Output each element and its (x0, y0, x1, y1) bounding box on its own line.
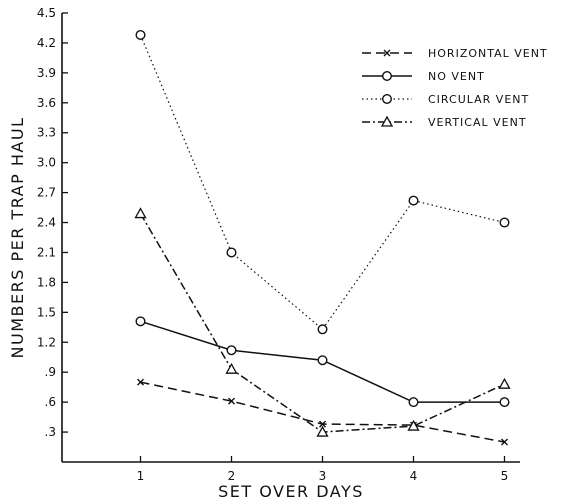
y-tick-label: 1.5 (37, 305, 56, 319)
data-point (228, 397, 235, 405)
axes: .3 .6 .9 1.2 1.5 1.8 2.1 2.4 2.7 3.0 3.3 3.6 3.9 4.2 4… (37, 6, 520, 483)
legend-marker (380, 115, 394, 127)
data-point (225, 362, 238, 374)
series-circular-vent (135, 29, 510, 335)
series-line (139, 213, 505, 433)
x-axis-title: SET OVER DAYS (218, 482, 364, 501)
y-tick-label: .9 (45, 365, 56, 379)
y-tick-label: .6 (45, 395, 56, 409)
legend-marker (382, 70, 393, 81)
y-tick-label: 4.2 (37, 36, 56, 50)
data-point (319, 420, 326, 428)
data-point (135, 29, 146, 40)
y-axis-title: NUMBERS PER TRAP HAUL (8, 117, 27, 359)
x-tick-label: 1 (137, 469, 145, 483)
y-tick-label: .3 (45, 425, 56, 439)
series-vertical-vent (134, 207, 511, 437)
legend: HORIZONTAL VENT NO VENT CIRCULAR VENT VERTI… (362, 47, 548, 129)
data-point (499, 397, 510, 408)
data-point (501, 438, 508, 446)
x-tick-label: 2 (228, 469, 236, 483)
data-point (317, 324, 328, 335)
data-point (316, 425, 329, 437)
data-point (226, 247, 237, 258)
data-point (134, 207, 147, 219)
series-no-vent (135, 316, 510, 408)
x-tick-label: 5 (501, 469, 509, 483)
y-tick-label: 3.9 (37, 66, 56, 80)
y-tick-label: 1.2 (37, 335, 56, 349)
series-layer (134, 29, 511, 446)
legend-label: CIRCULAR VENT (428, 93, 529, 106)
y-tick-label: 2.1 (37, 245, 56, 259)
data-point (408, 397, 419, 408)
legend-marker (382, 93, 393, 104)
data-point (137, 378, 144, 386)
data-point (408, 195, 419, 206)
y-tick-label: 1.8 (37, 275, 56, 289)
y-tick-label: 2.7 (37, 186, 56, 200)
data-point (317, 355, 328, 366)
x-tick-label: 4 (410, 469, 418, 483)
x-tick-label: 3 (319, 469, 327, 483)
data-point (407, 419, 420, 431)
y-tick-label: 4.5 (37, 6, 56, 20)
y-tick-label: 2.4 (37, 216, 56, 230)
legend-label: VERTICAL VENT (428, 116, 527, 129)
y-tick-label: 3.3 (37, 126, 56, 140)
data-point (226, 345, 237, 356)
y-tick-label: 3.6 (37, 96, 56, 110)
legend-marker (383, 49, 391, 57)
data-point (499, 217, 510, 228)
y-tick-label: 3.0 (37, 156, 56, 170)
data-point (498, 377, 511, 389)
data-point (135, 316, 146, 327)
legend-label: NO VENT (428, 70, 485, 83)
legend-label: HORIZONTAL VENT (428, 47, 548, 60)
